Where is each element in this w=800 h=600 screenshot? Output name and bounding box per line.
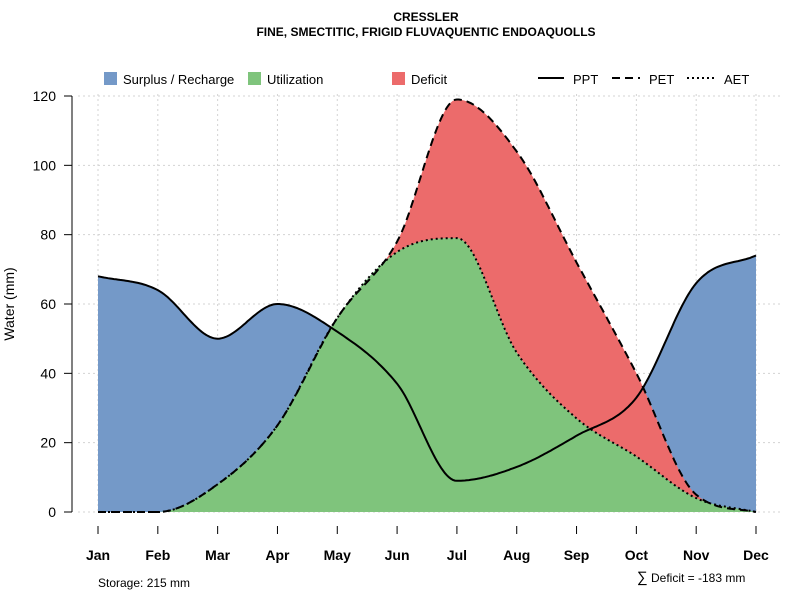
deficit-sum-symbol: ∑ [637, 569, 648, 586]
y-tick-label: 0 [48, 504, 56, 520]
y-tick-label: 80 [40, 227, 56, 243]
y-tick-label: 40 [40, 365, 56, 381]
aet-line [98, 237, 757, 513]
legend-label-deficit: Deficit [411, 72, 448, 87]
legend-label-aet: AET [724, 72, 749, 87]
chart-title: CRESSLER [393, 10, 459, 24]
y-tick-label: 120 [33, 88, 57, 104]
x-tick-label-jul: Jul [447, 547, 467, 563]
x-tick-label-nov: Nov [683, 547, 710, 563]
x-tick-label-apr: Apr [265, 547, 290, 563]
legend-swatch-surplus [104, 72, 117, 85]
x-tick-label-aug: Aug [503, 547, 530, 563]
chart-subtitle: FINE, SMECTITIC, FRIGID FLUVAQUENTIC END… [256, 25, 595, 39]
ppt-line [97, 254, 757, 482]
deficit-area [98, 99, 756, 512]
y-tick-label: 20 [40, 435, 56, 451]
y-tick-label: 60 [40, 296, 56, 312]
series-lines [97, 98, 757, 513]
legend-label-surplus: Surplus / Recharge [123, 72, 234, 87]
y-axis-label: Water (mm) [1, 267, 17, 340]
utilization-area [98, 238, 756, 512]
legend-label-ppt: PPT [573, 72, 598, 87]
legend-label-pet: PET [649, 72, 674, 87]
legend-label-utilization: Utilization [267, 72, 323, 87]
pet-line [98, 98, 757, 513]
x-tick-label-jun: Jun [385, 547, 410, 563]
x-tick-label-jan: Jan [86, 547, 110, 563]
deficit-sum-note: Deficit = -183 mm [651, 571, 745, 585]
legend: Surplus / Recharge Utilization Deficit P… [104, 72, 749, 87]
legend-swatch-deficit [392, 72, 405, 85]
x-tick-label-dec: Dec [743, 547, 769, 563]
legend-swatch-utilization [248, 72, 261, 85]
x-tick-label-feb: Feb [145, 547, 170, 563]
storage-note: Storage: 215 mm [98, 576, 190, 590]
x-tick-label-mar: Mar [205, 547, 230, 563]
x-tick-label-sep: Sep [564, 547, 590, 563]
y-tick-label: 100 [33, 157, 57, 173]
axes: 0 20 40 60 80 100 120 Jan Feb Mar Apr May Jun Jul Aug S… [33, 88, 769, 563]
x-tick-label-may: May [324, 547, 351, 563]
area-fills [98, 99, 756, 512]
x-tick-label-oct: Oct [625, 547, 649, 563]
